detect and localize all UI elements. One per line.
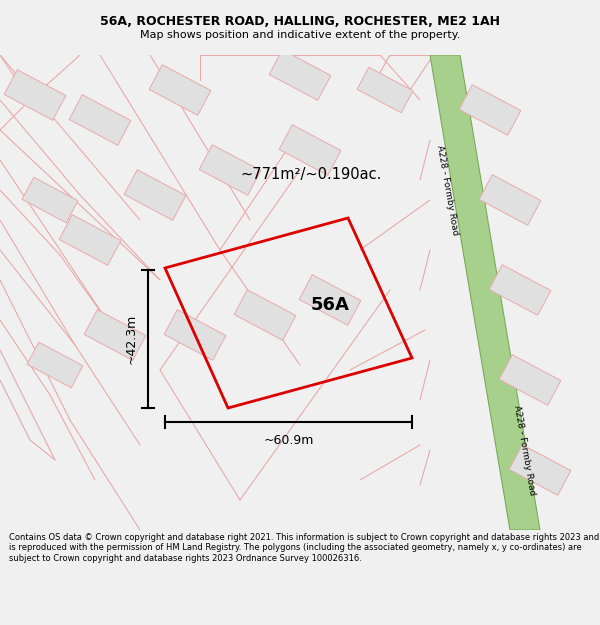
Polygon shape <box>164 310 226 360</box>
Polygon shape <box>299 275 361 325</box>
Polygon shape <box>22 177 78 222</box>
Polygon shape <box>479 175 541 225</box>
Polygon shape <box>149 65 211 115</box>
Polygon shape <box>84 310 146 360</box>
Polygon shape <box>269 50 331 100</box>
Polygon shape <box>234 290 296 340</box>
Polygon shape <box>124 170 186 220</box>
Polygon shape <box>459 85 521 135</box>
Polygon shape <box>59 215 121 265</box>
Text: 56A, ROCHESTER ROAD, HALLING, ROCHESTER, ME2 1AH: 56A, ROCHESTER ROAD, HALLING, ROCHESTER,… <box>100 16 500 28</box>
Polygon shape <box>499 355 561 405</box>
Polygon shape <box>489 265 551 315</box>
Polygon shape <box>430 55 540 530</box>
Polygon shape <box>69 95 131 145</box>
Polygon shape <box>357 68 413 112</box>
Polygon shape <box>4 70 66 120</box>
Polygon shape <box>27 342 83 388</box>
Text: A228 - Formby Road: A228 - Formby Road <box>512 404 536 496</box>
Text: Contains OS data © Crown copyright and database right 2021. This information is : Contains OS data © Crown copyright and d… <box>9 533 599 562</box>
Text: Map shows position and indicative extent of the property.: Map shows position and indicative extent… <box>140 29 460 39</box>
Text: A228 - Formby Road: A228 - Formby Road <box>434 144 460 236</box>
Text: ~771m²/~0.190ac.: ~771m²/~0.190ac. <box>240 168 382 182</box>
Polygon shape <box>509 445 571 495</box>
Text: ~42.3m: ~42.3m <box>125 314 138 364</box>
Text: ~60.9m: ~60.9m <box>263 434 314 447</box>
Polygon shape <box>279 125 341 175</box>
Text: 56A: 56A <box>311 296 349 314</box>
Polygon shape <box>199 145 261 195</box>
